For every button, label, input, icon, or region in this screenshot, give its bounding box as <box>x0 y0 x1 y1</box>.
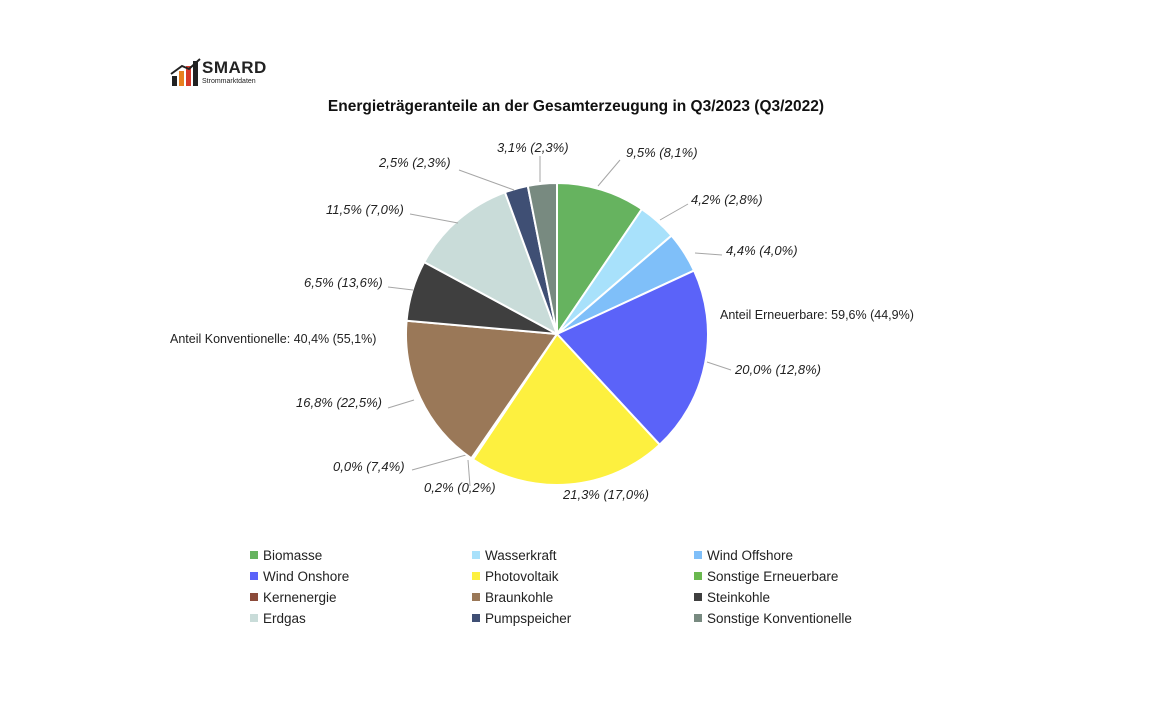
leader-line-wind-onshore <box>706 361 732 371</box>
leader-line-erdgas <box>409 213 459 224</box>
data-label-sonstige-erneuerbare: 0,2% (0,2%) <box>424 480 496 495</box>
legend-label: Kernenergie <box>263 590 337 605</box>
legend-label: Wind Onshore <box>263 569 350 584</box>
data-label-wasserkraft: 4,2% (2,8%) <box>691 192 763 207</box>
legend-item-wind-onshore: Wind Onshore <box>250 569 349 584</box>
logo-wordmark: SMARD <box>202 58 267 77</box>
chart-title: Energieträgeranteile an der Gesamterzeug… <box>327 98 825 115</box>
data-label-steinkohle: 6,5% (13,6%) <box>304 275 383 290</box>
legend-swatch <box>250 572 258 580</box>
data-label-biomasse: 9,5% (8,1%) <box>626 145 698 160</box>
legend-label: Wind Offshore <box>707 548 794 563</box>
leader-line-steinkohle <box>387 286 414 291</box>
legend-item-kernenergie: Kernenergie <box>250 590 337 605</box>
leader-line-sonstige-erneuerbare <box>467 459 471 487</box>
legend-item-pumpspeicher: Pumpspeicher <box>472 611 571 626</box>
legend-swatch <box>694 593 702 601</box>
legend-swatch <box>472 572 480 580</box>
conventional-share-label: Anteil Konventionelle: 40,4% (55,1%) <box>170 332 376 346</box>
legend-swatch <box>250 614 258 622</box>
leader-line-wasserkraft <box>659 203 689 221</box>
legend-label: Erdgas <box>263 611 306 626</box>
legend-item-wind-offshore: Wind Offshore <box>694 548 793 563</box>
legend-label: Photovoltaik <box>485 569 559 584</box>
data-label-braunkohle: 16,8% (22,5%) <box>296 395 382 410</box>
legend-label: Pumpspeicher <box>485 611 572 626</box>
legend-swatch <box>250 593 258 601</box>
legend-label: Sonstige Konventionelle <box>707 611 852 626</box>
renewables-share-label: Anteil Erneuerbare: 59,6% (44,9%) <box>720 308 914 322</box>
legend-label: Steinkohle <box>707 590 771 605</box>
legend-swatch <box>250 551 258 559</box>
legend-item-photovoltaik: Photovoltaik <box>472 569 559 584</box>
legend-item-sonstige-konventionelle: Sonstige Konventionelle <box>694 611 852 626</box>
legend-item-biomasse: Biomasse <box>250 548 322 563</box>
legend-label: Wasserkraft <box>485 548 557 563</box>
pie-slice-erdgas <box>422 190 559 337</box>
data-label-wind-offshore: 4,4% (4,0%) <box>726 243 798 258</box>
logo-subtitle: Strommarktdaten <box>202 78 256 85</box>
leader-line-wind-offshore <box>694 252 723 256</box>
pie-slice-photovoltaik <box>471 332 662 486</box>
data-label-kernenergie: 0,0% (7,4%) <box>333 459 405 474</box>
data-label-sonstige-konventionelle: 3,1% (2,3%) <box>497 140 569 155</box>
data-label-erdgas: 11,5% (7,0%) <box>326 202 404 217</box>
legend-item-steinkohle: Steinkohle <box>694 590 770 605</box>
legend-swatch <box>694 614 702 622</box>
pie-slice-wind-onshore <box>555 269 709 447</box>
legend-item-wasserkraft: Wasserkraft <box>472 548 557 563</box>
data-label-wind-onshore: 20,0% (12,8%) <box>734 362 821 377</box>
leader-line-braunkohle <box>387 399 415 409</box>
legend-swatch <box>694 572 702 580</box>
leader-line-kernenergie <box>411 454 467 471</box>
leader-line-biomasse <box>597 159 621 187</box>
legend-swatch <box>472 593 480 601</box>
legend-swatch <box>694 551 702 559</box>
legend-item-braunkohle: Braunkohle <box>472 590 553 605</box>
pie-slice-biomasse <box>556 181 644 338</box>
pie-slice-braunkohle <box>405 319 559 460</box>
legend-label: Biomasse <box>263 548 323 563</box>
smard-logo: SMARD Strommarktdaten <box>170 56 280 92</box>
legend-swatch <box>472 551 480 559</box>
legend-swatch <box>472 614 480 622</box>
legend-item-sonstige-erneuerbare: Sonstige Erneuerbare <box>694 569 838 584</box>
pie-slice-sonstige-konventionelle <box>526 181 558 335</box>
legend-label: Sonstige Erneuerbare <box>707 569 839 584</box>
leader-line-pumpspeicher <box>458 169 515 191</box>
data-label-photovoltaik: 21,3% (17,0%) <box>562 487 649 502</box>
legend-label: Braunkohle <box>485 590 554 605</box>
data-label-pumpspeicher: 2,5% (2,3%) <box>378 155 451 170</box>
logo-bars-icon <box>170 58 201 86</box>
legend-item-erdgas: Erdgas <box>250 611 306 626</box>
